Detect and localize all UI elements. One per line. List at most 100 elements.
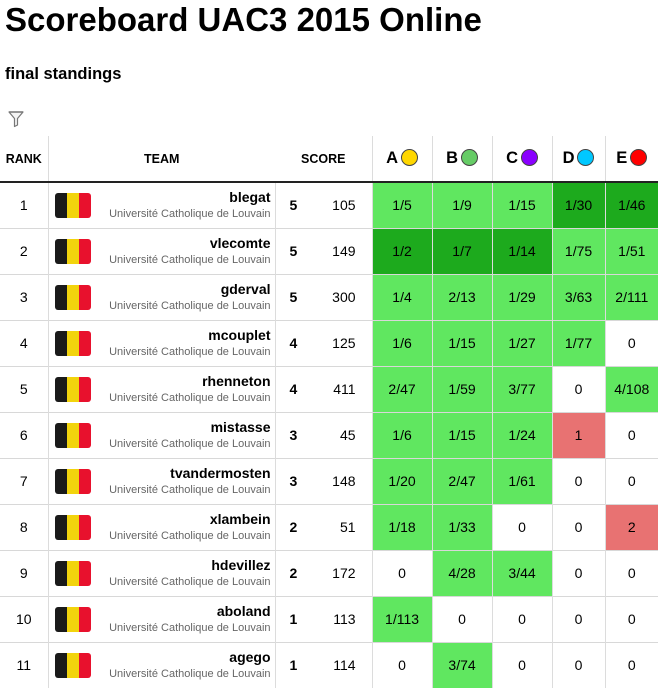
problem-cell[interactable]: 1/14 xyxy=(491,227,553,274)
problem-cell[interactable]: 2/111 xyxy=(604,273,659,320)
balloon-icon xyxy=(630,149,648,167)
team-cell[interactable]: xlambein Université Catholique de Louvain xyxy=(97,503,276,550)
team-row[interactable]: 4 mcouplet Université Catholique de Louvai… xyxy=(0,319,659,366)
problem-cell[interactable]: 0 xyxy=(551,503,606,550)
team-row[interactable]: 5 rhenneton Université Catholique de Louva… xyxy=(0,365,659,412)
problem-cell[interactable]: 0 xyxy=(604,411,659,458)
problem-header[interactable]: B xyxy=(431,136,493,183)
problem-cell[interactable]: 1/5 xyxy=(371,182,433,228)
problem-letter: C xyxy=(506,149,518,168)
team-row[interactable]: 9 hdevillez Université Catholique de Louva… xyxy=(0,549,659,596)
problem-header[interactable]: D xyxy=(551,136,606,183)
problem-cell[interactable]: 0 xyxy=(371,549,433,596)
problem-cell[interactable]: 4/28 xyxy=(431,549,493,596)
problem-cell[interactable]: 1/77 xyxy=(551,319,606,366)
problem-header[interactable]: E xyxy=(604,136,659,183)
problem-cell[interactable]: 1/61 xyxy=(491,457,553,504)
team-header[interactable]: TEAM xyxy=(47,136,276,183)
problem-cell[interactable]: 1/30 xyxy=(551,182,606,228)
problem-cell[interactable]: 0 xyxy=(551,365,606,412)
team-cell[interactable]: mcouplet Université Catholique de Louvain xyxy=(97,319,276,366)
problem-cell[interactable]: 1/6 xyxy=(371,319,433,366)
team-cell[interactable]: aboland Université Catholique de Louvain xyxy=(97,595,276,642)
problem-cell[interactable]: 0 xyxy=(551,595,606,642)
problem-cell[interactable]: 0 xyxy=(604,549,659,596)
team-row[interactable]: 6 mistasse Université Catholique de Louvai… xyxy=(0,411,659,458)
team-cell[interactable]: tvandermosten Université Catholique de Lo… xyxy=(97,457,276,504)
problem-cell[interactable]: 0 xyxy=(551,641,606,688)
problem-cell[interactable]: 2 xyxy=(604,503,659,550)
problem-cell[interactable]: 1/18 xyxy=(371,503,433,550)
belgium-flag-icon xyxy=(54,606,91,632)
team-row[interactable]: 11 agego Université Catholique de Louvain 1… xyxy=(0,641,659,688)
problem-cell[interactable]: 1/59 xyxy=(431,365,493,412)
team-cell[interactable]: hdevillez Université Catholique de Louvai… xyxy=(97,549,276,596)
problem-cell[interactable]: 0 xyxy=(604,595,659,642)
problem-cell[interactable]: 0 xyxy=(604,319,659,366)
problem-cell[interactable]: 1/6 xyxy=(371,411,433,458)
score-header[interactable]: SCORE xyxy=(275,136,373,183)
problem-cell[interactable]: 0 xyxy=(371,641,433,688)
problem-letter: D xyxy=(562,149,575,168)
team-row[interactable]: 7 tvandermosten Université Catholique de L… xyxy=(0,457,659,504)
team-cell[interactable]: rhenneton Université Catholique de Louvai… xyxy=(97,365,276,412)
problem-cell[interactable]: 0 xyxy=(431,595,493,642)
team-name: blegat xyxy=(229,189,271,206)
problem-cell[interactable]: 2/47 xyxy=(371,365,433,412)
team-affiliation: Université Catholique de Louvain xyxy=(109,438,271,450)
problem-cell[interactable]: 3/44 xyxy=(491,549,553,596)
problem-cell[interactable]: 2/13 xyxy=(431,273,493,320)
team-affiliation: Université Catholique de Louvain xyxy=(109,576,271,588)
problem-cell[interactable]: 1/75 xyxy=(551,227,606,274)
team-row[interactable]: 8 xlambein Université Catholique de Louvai… xyxy=(0,503,659,550)
team-row[interactable]: 1 blegat Université Catholique de Louvain 5… xyxy=(0,182,659,228)
problem-cell[interactable]: 3/74 xyxy=(431,641,493,688)
problem-cell[interactable]: 1/27 xyxy=(491,319,553,366)
team-cell[interactable]: gderval Université Catholique de Louvain xyxy=(97,273,276,320)
problem-cell[interactable]: 0 xyxy=(491,503,553,550)
problem-cell[interactable]: 4/108 xyxy=(604,365,659,412)
problem-cell[interactable]: 1/113 xyxy=(371,595,433,642)
problem-cell[interactable]: 1/2 xyxy=(371,227,433,274)
problem-cell[interactable]: 1/9 xyxy=(431,182,493,228)
problem-cell[interactable]: 1 xyxy=(551,411,606,458)
problem-cell[interactable]: 1/46 xyxy=(604,182,659,228)
rank-cell: 11 xyxy=(0,641,48,688)
problem-cell[interactable]: 1/24 xyxy=(491,411,553,458)
team-cell[interactable]: blegat Université Catholique de Louvain xyxy=(97,182,275,228)
flag-cell xyxy=(47,182,97,228)
problem-cell[interactable]: 1/15 xyxy=(431,411,493,458)
problem-cell[interactable]: 0 xyxy=(551,549,606,596)
problem-cell[interactable]: 1/7 xyxy=(431,227,493,274)
problem-cell[interactable]: 2/47 xyxy=(431,457,493,504)
problem-cell[interactable]: 1/15 xyxy=(431,319,493,366)
problem-cell[interactable]: 1/33 xyxy=(431,503,493,550)
problem-cell[interactable]: 1/20 xyxy=(371,457,433,504)
team-cell[interactable]: vlecomte Université Catholique de Louvain xyxy=(97,227,276,274)
problem-cell[interactable]: 0 xyxy=(604,457,659,504)
rank-cell: 8 xyxy=(0,503,48,550)
flag-cell xyxy=(47,411,97,458)
problem-cell[interactable]: 3/63 xyxy=(551,273,606,320)
team-row[interactable]: 3 gderval Université Catholique de Louvain… xyxy=(0,273,659,320)
team-row[interactable]: 2 vlecomte Université Catholique de Louvai… xyxy=(0,227,659,274)
problem-cell[interactable]: 1/4 xyxy=(371,273,433,320)
problem-cell[interactable]: 1/29 xyxy=(491,273,553,320)
problem-cell[interactable]: 3/77 xyxy=(491,365,553,412)
belgium-flag-icon xyxy=(54,560,91,586)
problem-cell[interactable]: 0 xyxy=(491,595,553,642)
rank-header[interactable]: RANK xyxy=(0,136,48,183)
problem-header[interactable]: C xyxy=(491,136,553,183)
problem-cell[interactable]: 1/51 xyxy=(604,227,659,274)
problem-cell[interactable]: 1/15 xyxy=(491,182,553,228)
belgium-flag-icon xyxy=(54,514,91,540)
problem-cell[interactable]: 0 xyxy=(551,457,606,504)
problem-cell[interactable]: 0 xyxy=(604,641,659,688)
solved-count: 5 xyxy=(274,273,313,320)
team-cell[interactable]: agego Université Catholique de Louvain xyxy=(97,641,276,688)
problem-cell[interactable]: 0 xyxy=(491,641,553,688)
problem-header[interactable]: A xyxy=(371,136,433,183)
filter-icon[interactable] xyxy=(8,110,24,128)
team-row[interactable]: 10 aboland Université Catholique de Louvai… xyxy=(0,595,659,642)
team-cell[interactable]: mistasse Université Catholique de Louvain xyxy=(97,411,276,458)
